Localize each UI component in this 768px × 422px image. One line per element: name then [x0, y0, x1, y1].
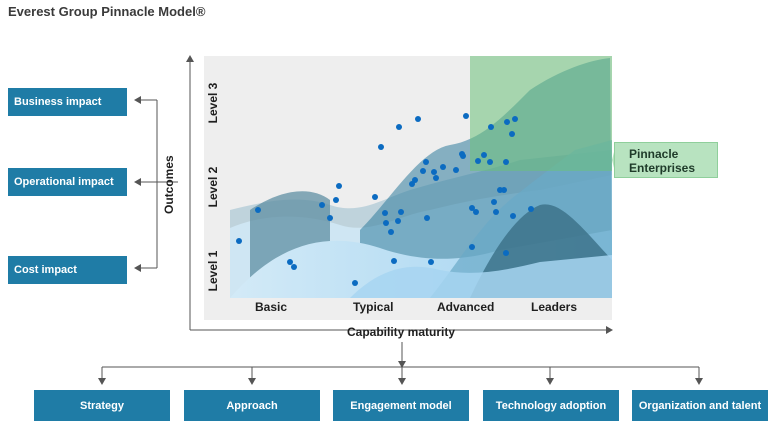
- pinnacle-zone: [470, 56, 612, 171]
- engagement-model-box: Engagement model: [333, 390, 469, 421]
- pinnacle-line2: Enterprises: [629, 161, 696, 175]
- level-2-label: Level 2: [206, 166, 220, 208]
- operational-impact-box: Operational impact: [8, 168, 127, 196]
- business-impact-box: Business impact: [8, 88, 127, 116]
- tier-basic: Basic: [255, 300, 288, 314]
- approach-box: Approach: [184, 390, 320, 421]
- impact-connector: [134, 96, 178, 272]
- page-title: Everest Group Pinnacle Model®: [8, 4, 206, 19]
- level-1-label: Level 1: [206, 250, 220, 292]
- strategy-box: Strategy: [34, 390, 170, 421]
- tier-advanced: Advanced: [437, 300, 495, 314]
- organization-and-talent-box: Organization and talent: [632, 390, 768, 421]
- maturity-landscape: [230, 58, 612, 298]
- chart-axes: [186, 55, 613, 334]
- data-points: [236, 113, 534, 286]
- x-axis-label: Capability maturity: [347, 325, 456, 339]
- tier-leaders: Leaders: [531, 300, 578, 314]
- pinnacle-enterprises-label: Pinnacle Enterprises: [614, 142, 718, 178]
- cost-impact-box: Cost impact: [8, 256, 127, 284]
- pinnacle-line1: Pinnacle: [629, 147, 679, 161]
- level-3-label: Level 3: [206, 82, 220, 124]
- tier-typical: Typical: [353, 300, 394, 314]
- y-axis-label: Outcomes: [162, 155, 176, 214]
- bottom-connector: [98, 342, 703, 385]
- technology-adoption-box: Technology adoption: [483, 390, 619, 421]
